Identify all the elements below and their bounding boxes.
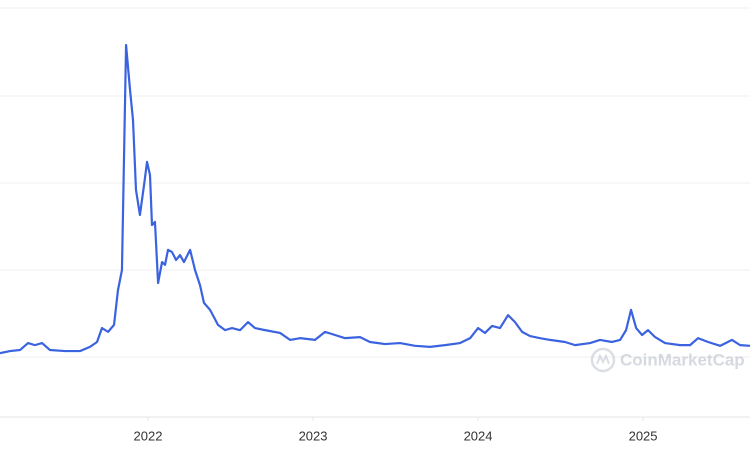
x-tick-label: 2023 [299, 428, 328, 443]
price-line [0, 43, 750, 355]
watermark-logo-mark [596, 353, 610, 365]
watermark: CoinMarketCap [590, 347, 745, 373]
watermark-text: CoinMarketCap [620, 350, 745, 369]
x-tick-label: 2025 [629, 428, 658, 443]
x-tick-label: 2022 [134, 428, 163, 443]
x-tick-label: 2024 [464, 428, 493, 443]
watermark-logo [590, 347, 616, 373]
